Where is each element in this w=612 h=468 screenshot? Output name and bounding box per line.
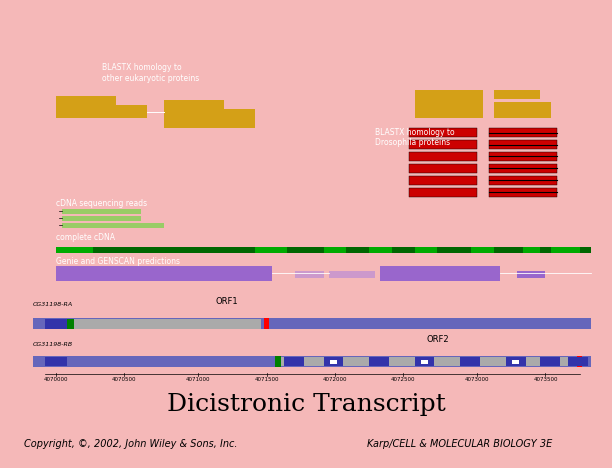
- Text: 4073000: 4073000: [465, 377, 490, 382]
- FancyBboxPatch shape: [56, 95, 116, 105]
- FancyBboxPatch shape: [45, 357, 67, 366]
- FancyBboxPatch shape: [488, 188, 557, 197]
- Text: 4071500: 4071500: [255, 377, 279, 382]
- Text: cDNA sequencing reads: cDNA sequencing reads: [56, 199, 147, 208]
- FancyBboxPatch shape: [278, 357, 580, 366]
- Text: Karp/CELL & MOLECULAR BIOLOGY 3E: Karp/CELL & MOLECULAR BIOLOGY 3E: [367, 439, 553, 449]
- FancyBboxPatch shape: [369, 319, 392, 329]
- FancyBboxPatch shape: [73, 319, 261, 329]
- FancyBboxPatch shape: [33, 356, 591, 367]
- Text: 4070500: 4070500: [112, 377, 136, 382]
- FancyBboxPatch shape: [56, 105, 147, 118]
- FancyBboxPatch shape: [506, 357, 526, 366]
- FancyBboxPatch shape: [295, 271, 324, 278]
- Text: CG31198-RB: CG31198-RB: [33, 342, 73, 347]
- FancyBboxPatch shape: [381, 266, 500, 281]
- Text: CG31198-RA: CG31198-RA: [33, 302, 73, 307]
- FancyBboxPatch shape: [67, 319, 74, 329]
- FancyBboxPatch shape: [56, 247, 93, 253]
- Text: 4072000: 4072000: [323, 377, 347, 382]
- FancyBboxPatch shape: [369, 247, 392, 253]
- FancyBboxPatch shape: [409, 188, 477, 197]
- Text: Dicistronic Transcript: Dicistronic Transcript: [166, 393, 446, 417]
- FancyBboxPatch shape: [488, 152, 557, 161]
- FancyBboxPatch shape: [409, 176, 477, 185]
- FancyBboxPatch shape: [164, 118, 255, 128]
- FancyBboxPatch shape: [264, 318, 269, 329]
- Text: Copyright, ©, 2002, John Wiley & Sons, Inc.: Copyright, ©, 2002, John Wiley & Sons, I…: [24, 439, 238, 449]
- FancyBboxPatch shape: [517, 271, 545, 278]
- Text: ORF1: ORF1: [215, 297, 238, 306]
- FancyBboxPatch shape: [324, 319, 346, 329]
- FancyBboxPatch shape: [540, 319, 562, 329]
- FancyBboxPatch shape: [471, 247, 494, 253]
- FancyBboxPatch shape: [488, 176, 557, 185]
- FancyBboxPatch shape: [164, 109, 255, 118]
- FancyBboxPatch shape: [284, 319, 307, 329]
- FancyBboxPatch shape: [568, 357, 588, 366]
- FancyBboxPatch shape: [255, 247, 286, 253]
- FancyBboxPatch shape: [164, 101, 224, 109]
- FancyBboxPatch shape: [409, 128, 477, 138]
- FancyBboxPatch shape: [414, 109, 483, 118]
- FancyBboxPatch shape: [512, 360, 520, 364]
- FancyBboxPatch shape: [33, 318, 591, 329]
- FancyBboxPatch shape: [62, 223, 164, 228]
- FancyBboxPatch shape: [329, 271, 375, 278]
- FancyBboxPatch shape: [506, 319, 528, 329]
- FancyBboxPatch shape: [488, 164, 557, 173]
- FancyBboxPatch shape: [551, 247, 580, 253]
- FancyBboxPatch shape: [275, 356, 281, 367]
- FancyBboxPatch shape: [414, 357, 435, 366]
- FancyBboxPatch shape: [414, 90, 483, 99]
- FancyBboxPatch shape: [409, 164, 477, 173]
- FancyBboxPatch shape: [460, 319, 483, 329]
- FancyBboxPatch shape: [45, 319, 67, 329]
- Text: 4073500: 4073500: [533, 377, 558, 382]
- FancyBboxPatch shape: [414, 247, 438, 253]
- FancyBboxPatch shape: [324, 247, 346, 253]
- FancyBboxPatch shape: [330, 360, 337, 364]
- Text: Genie and GENSCAN predictions: Genie and GENSCAN predictions: [56, 257, 180, 266]
- FancyBboxPatch shape: [577, 356, 583, 367]
- FancyBboxPatch shape: [56, 247, 591, 253]
- FancyBboxPatch shape: [62, 216, 141, 221]
- Text: 4070000: 4070000: [43, 377, 69, 382]
- FancyBboxPatch shape: [56, 266, 272, 281]
- Text: ORF2: ORF2: [426, 335, 449, 344]
- FancyBboxPatch shape: [488, 128, 557, 138]
- FancyBboxPatch shape: [369, 357, 389, 366]
- FancyBboxPatch shape: [494, 102, 551, 118]
- Text: BLASTX homology to
other eukaryotic proteins: BLASTX homology to other eukaryotic prot…: [102, 63, 199, 83]
- FancyBboxPatch shape: [414, 99, 483, 109]
- Text: 4071000: 4071000: [186, 377, 211, 382]
- FancyBboxPatch shape: [324, 357, 343, 366]
- FancyBboxPatch shape: [409, 140, 477, 149]
- Text: complete cDNA: complete cDNA: [56, 233, 115, 242]
- FancyBboxPatch shape: [422, 360, 428, 364]
- FancyBboxPatch shape: [284, 357, 304, 366]
- FancyBboxPatch shape: [409, 152, 477, 161]
- FancyBboxPatch shape: [523, 247, 540, 253]
- FancyBboxPatch shape: [568, 319, 591, 329]
- FancyBboxPatch shape: [488, 140, 557, 149]
- FancyBboxPatch shape: [62, 209, 141, 214]
- FancyBboxPatch shape: [540, 357, 560, 366]
- FancyBboxPatch shape: [460, 357, 480, 366]
- Text: 4072500: 4072500: [391, 377, 416, 382]
- FancyBboxPatch shape: [414, 319, 438, 329]
- Text: BLASTX homology to
Drosophila proteins: BLASTX homology to Drosophila proteins: [375, 128, 454, 147]
- FancyBboxPatch shape: [494, 90, 540, 99]
